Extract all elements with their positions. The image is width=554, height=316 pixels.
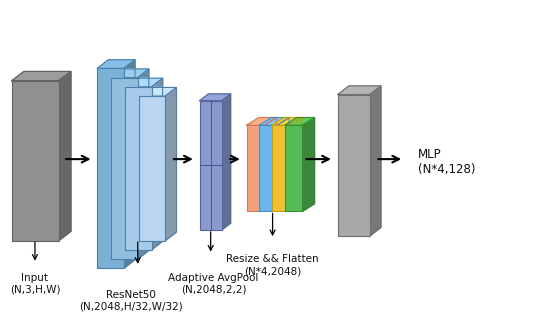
Bar <box>199 101 222 230</box>
Bar <box>259 125 277 211</box>
Polygon shape <box>12 71 71 81</box>
Text: Resize && Flatten
(N*4,2048): Resize && Flatten (N*4,2048) <box>226 254 319 276</box>
Text: MLP
(N*4,128): MLP (N*4,128) <box>418 148 475 176</box>
Polygon shape <box>98 60 135 68</box>
Polygon shape <box>59 71 71 240</box>
Polygon shape <box>139 88 176 96</box>
Polygon shape <box>247 118 276 125</box>
Polygon shape <box>138 69 149 259</box>
Polygon shape <box>264 118 276 211</box>
Polygon shape <box>166 88 176 240</box>
Polygon shape <box>302 118 315 211</box>
Polygon shape <box>222 94 230 230</box>
Polygon shape <box>124 60 135 268</box>
Text: Adaptive AvgPool
(N,2048,2,2): Adaptive AvgPool (N,2048,2,2) <box>168 273 259 295</box>
Polygon shape <box>111 69 149 78</box>
Polygon shape <box>272 118 302 125</box>
Bar <box>272 125 290 211</box>
Bar <box>285 125 302 211</box>
Polygon shape <box>199 94 230 101</box>
Bar <box>338 94 370 236</box>
Bar <box>139 96 166 240</box>
Polygon shape <box>125 78 163 87</box>
Bar <box>111 78 138 259</box>
Bar <box>247 125 264 211</box>
Polygon shape <box>152 78 163 250</box>
Bar <box>98 68 124 268</box>
Polygon shape <box>290 118 302 211</box>
Bar <box>12 81 59 240</box>
Bar <box>125 87 152 250</box>
Text: Input
(N,3,H,W): Input (N,3,H,W) <box>10 273 60 295</box>
Polygon shape <box>338 86 381 94</box>
Text: ResNet50
(N,2048,H/32,W/32): ResNet50 (N,2048,H/32,W/32) <box>79 290 182 312</box>
Polygon shape <box>285 118 315 125</box>
Polygon shape <box>277 118 289 211</box>
Polygon shape <box>259 118 289 125</box>
Polygon shape <box>370 86 381 236</box>
